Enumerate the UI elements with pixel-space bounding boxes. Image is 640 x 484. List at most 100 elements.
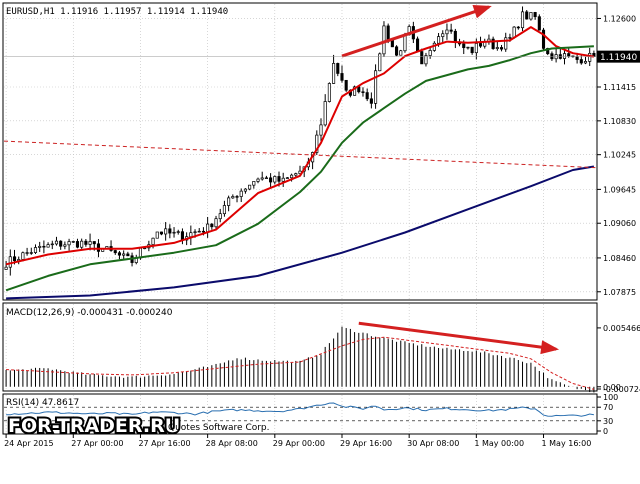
candle-body [168, 228, 172, 234]
trend-dashed-line [3, 140, 597, 169]
candle-body [172, 231, 176, 234]
candle-body [285, 177, 289, 179]
candle-body [92, 241, 96, 245]
current-price-box [597, 50, 640, 63]
candle-body [390, 39, 394, 48]
candle-body [260, 177, 264, 180]
candle-body [319, 124, 323, 136]
xtick-label: 30 Apr 08:00 [407, 439, 459, 448]
candle-body [365, 92, 369, 100]
candle-body [75, 241, 80, 248]
candle-body [336, 63, 340, 74]
xtick-label: 29 Apr 16:00 [340, 439, 392, 448]
ma-slow-line [6, 165, 595, 300]
candle-body [562, 53, 567, 59]
xtick-label: 27 Apr 16:00 [138, 439, 190, 448]
candle-body [453, 30, 457, 43]
candle-body [201, 230, 205, 233]
candle-body [256, 178, 260, 182]
candle-body [290, 174, 294, 179]
candle-body [579, 59, 583, 64]
candle-body [403, 34, 407, 52]
candle-body [466, 46, 470, 49]
macd-ytick-label: -0.000724 [603, 385, 640, 394]
candle-body [12, 256, 17, 262]
candle-body [437, 36, 441, 44]
candle-body [63, 244, 67, 247]
main-ytick-label: 1.12600 [603, 14, 636, 23]
candle-body [395, 46, 399, 56]
main-ytick-label: 1.08460 [603, 254, 636, 263]
candle-body [273, 176, 277, 183]
candle-body [428, 50, 432, 56]
candle-body [164, 228, 168, 235]
macd-header: MACD(12,26,9) -0.000431 -0.000240 [6, 308, 173, 318]
watermark: FOR-TRADER.RU [8, 415, 180, 437]
candle-body [239, 190, 243, 197]
main-arrow-shaft [341, 5, 490, 58]
candle-body [323, 101, 327, 126]
candle-body [361, 91, 365, 93]
candle-body [520, 11, 525, 29]
main-ytick-label: 1.10245 [603, 151, 636, 160]
candle-body [231, 196, 235, 199]
candle-body [340, 73, 344, 81]
candle-body [29, 252, 33, 254]
candle-body [38, 245, 42, 248]
candle-body [529, 12, 533, 20]
candle-body [508, 37, 512, 39]
candle-body [117, 252, 122, 256]
candle-body [424, 55, 428, 65]
candle-body [88, 241, 92, 245]
main-ytick-label: 1.10830 [603, 117, 636, 126]
candle-body [315, 134, 319, 153]
candle-body [541, 29, 546, 49]
candle-body [495, 47, 499, 49]
candle-body [248, 184, 252, 190]
main-panel-frame [2, 2, 598, 301]
candle-body [344, 79, 348, 91]
xtick-label: 1 May 00:00 [474, 439, 524, 448]
macd-ytick-label: 0.005466 [603, 324, 640, 333]
candle-body [67, 241, 71, 246]
xtick-label: 1 May 16:00 [542, 439, 592, 448]
current-price-label: 1.11940 [600, 53, 637, 63]
candle-body [378, 53, 382, 72]
candle-body [180, 231, 184, 241]
candle-body [294, 173, 298, 176]
candle-body [583, 61, 588, 64]
main-ytick-label: 1.09060 [603, 219, 636, 228]
xtick-label: 24 Apr 2015 [4, 439, 53, 448]
rsi-line [6, 402, 594, 417]
candle-body [369, 98, 373, 104]
main-header: EURUSD,H1 1.11916 1.11957 1.11914 1.1194… [6, 7, 228, 17]
candle-body [222, 205, 226, 215]
xtick-label: 28 Apr 08:00 [206, 439, 258, 448]
candle-body [25, 252, 29, 254]
macd-signal-line [6, 336, 595, 390]
main-ytick-label: 1.09645 [603, 185, 636, 194]
candle-body [537, 16, 541, 31]
candle-body [197, 230, 201, 233]
candle-body [386, 25, 390, 41]
candle-body [575, 56, 579, 60]
candle-body [546, 48, 550, 55]
rsi-header: RSI(14) 47.8617 [6, 398, 79, 408]
candle-body [159, 231, 163, 235]
candle-body [84, 240, 88, 245]
candle-body [504, 37, 508, 50]
candle-body [374, 70, 378, 104]
candle-body [59, 240, 63, 247]
main-arrow-head [472, 5, 492, 19]
candle-body [113, 250, 117, 254]
candle-body [277, 176, 281, 182]
rsi-ytick-label: 70 [603, 403, 613, 412]
candle-body [252, 181, 256, 186]
candle-body [269, 177, 273, 183]
xtick-label: 27 Apr 00:00 [71, 439, 123, 448]
candle-body [533, 12, 537, 18]
candle-body [420, 51, 424, 65]
candle-body [353, 86, 357, 96]
candle-body [550, 53, 554, 60]
